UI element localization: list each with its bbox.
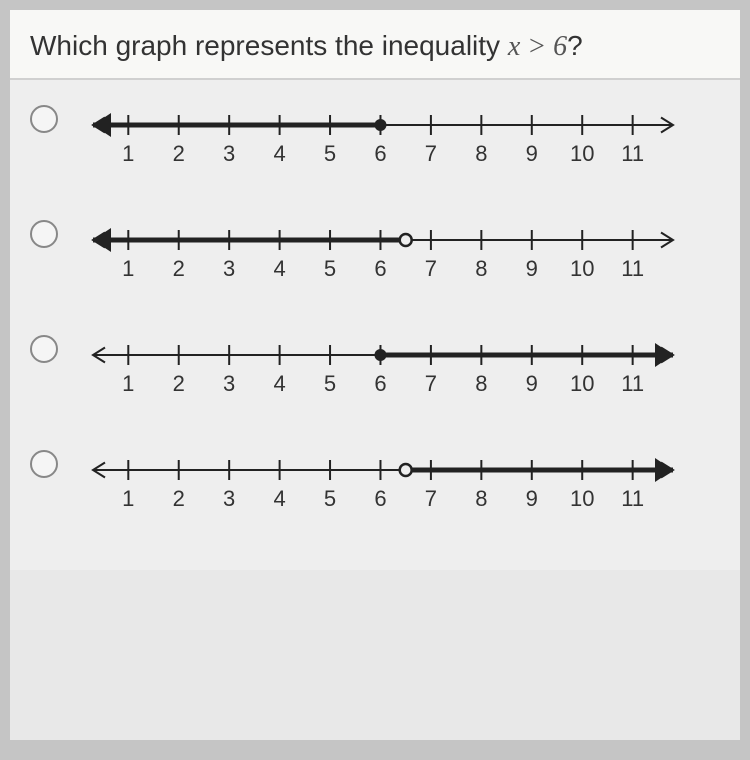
radio-button-b[interactable] <box>30 220 58 248</box>
svg-text:3: 3 <box>223 486 235 511</box>
question-prefix: Which graph represents the inequality <box>30 30 508 61</box>
svg-text:4: 4 <box>273 141 285 166</box>
svg-text:9: 9 <box>526 486 538 511</box>
option-d-row[interactable]: 1 2 3 4 5 6 7 8 9 10 11 <box>30 445 730 525</box>
svg-text:1: 1 <box>122 141 134 166</box>
svg-text:10: 10 <box>570 141 594 166</box>
options-area: 1234567891011 1234567891011 123456789101… <box>10 80 740 570</box>
svg-text:11: 11 <box>621 371 644 396</box>
svg-text:5: 5 <box>324 256 336 281</box>
option-c-row[interactable]: 1 2 3 4 5 6 7 8 9 10 11 <box>30 330 730 410</box>
svg-text:4: 4 <box>273 371 285 396</box>
number-line-b: 1 2 3 4 5 6 7 8 9 10 11 <box>73 215 693 295</box>
option-a-row[interactable]: 1 2 3 4 5 6 7 8 9 10 11 <box>30 100 730 180</box>
svg-text:8: 8 <box>475 486 487 511</box>
svg-text:3: 3 <box>223 141 235 166</box>
svg-text:10: 10 <box>570 371 594 396</box>
svg-text:3: 3 <box>223 256 235 281</box>
svg-text:10: 10 <box>570 256 594 281</box>
svg-text:8: 8 <box>475 256 487 281</box>
svg-text:4: 4 <box>273 486 285 511</box>
svg-text:7: 7 <box>425 371 437 396</box>
svg-text:2: 2 <box>173 141 185 166</box>
svg-text:6: 6 <box>374 371 386 396</box>
page-container: Which graph represents the inequality x … <box>10 10 740 740</box>
svg-text:7: 7 <box>425 486 437 511</box>
svg-text:10: 10 <box>570 486 594 511</box>
svg-text:2: 2 <box>173 371 185 396</box>
question-inequality: x > 6 <box>508 31 567 62</box>
svg-text:9: 9 <box>526 141 538 166</box>
svg-text:1: 1 <box>122 256 134 281</box>
svg-text:1: 1 <box>122 486 134 511</box>
svg-text:1: 1 <box>122 371 134 396</box>
svg-text:7: 7 <box>425 141 437 166</box>
svg-text:6: 6 <box>374 141 386 166</box>
svg-text:2: 2 <box>173 256 185 281</box>
number-line-c: 1 2 3 4 5 6 7 8 9 10 11 <box>73 330 693 410</box>
svg-text:8: 8 <box>475 141 487 166</box>
radio-button-a[interactable] <box>30 105 58 133</box>
svg-text:6: 6 <box>374 486 386 511</box>
svg-text:11: 11 <box>621 486 644 511</box>
svg-text:5: 5 <box>324 486 336 511</box>
option-b-row[interactable]: 1 2 3 4 5 6 7 8 9 10 11 <box>30 215 730 295</box>
radio-button-d[interactable] <box>30 450 58 478</box>
svg-text:2: 2 <box>173 486 185 511</box>
svg-text:9: 9 <box>526 371 538 396</box>
svg-text:5: 5 <box>324 371 336 396</box>
svg-text:11: 11 <box>621 256 644 281</box>
svg-text:9: 9 <box>526 256 538 281</box>
question-text: Which graph represents the inequality x … <box>30 30 583 61</box>
svg-text:11: 11 <box>621 141 644 166</box>
question-suffix: ? <box>567 30 583 61</box>
svg-text:6: 6 <box>374 256 386 281</box>
svg-text:7: 7 <box>425 256 437 281</box>
number-line-a: 1 2 3 4 5 6 7 8 9 10 11 <box>73 100 693 180</box>
question-area: Which graph represents the inequality x … <box>10 10 740 80</box>
svg-text:4: 4 <box>273 256 285 281</box>
svg-text:5: 5 <box>324 141 336 166</box>
svg-text:8: 8 <box>475 371 487 396</box>
radio-button-c[interactable] <box>30 335 58 363</box>
svg-text:3: 3 <box>223 371 235 396</box>
number-line-d: 1 2 3 4 5 6 7 8 9 10 11 <box>73 445 693 525</box>
